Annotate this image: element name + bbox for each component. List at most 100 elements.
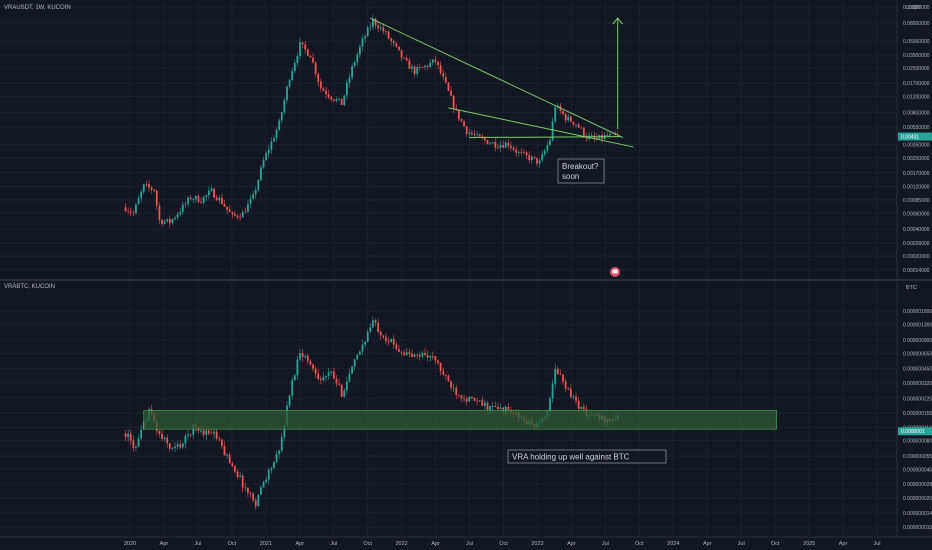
x-tick-label: Apr: [703, 541, 712, 547]
candle-body: [325, 375, 327, 378]
candle-body: [489, 406, 492, 410]
candle-body: [473, 398, 476, 401]
candle-body: [439, 362, 442, 371]
candle-body: [577, 124, 580, 128]
candle-body: [314, 62, 317, 75]
candle-body: [332, 99, 335, 101]
candle-body: [447, 375, 450, 382]
candle-body: [424, 65, 426, 68]
y-tick-label: 0.05000000: [903, 39, 930, 45]
candle-body: [499, 145, 502, 148]
y-tick-label: 0.00250000: [903, 156, 930, 162]
candle-body: [129, 433, 132, 441]
candle-body: [267, 149, 270, 154]
candle-body: [434, 356, 437, 361]
candle-body: [166, 437, 169, 444]
candle-body: [359, 351, 361, 355]
candle-body: [247, 204, 249, 213]
candle-body: [215, 431, 218, 439]
candle-body: [364, 341, 367, 345]
candle-body: [379, 27, 382, 29]
candle-body: [356, 354, 359, 360]
bottom-price-tag: [898, 427, 932, 436]
candle-body: [460, 119, 463, 122]
candle-body: [385, 31, 387, 33]
candle-body: [171, 447, 174, 449]
candle-body: [486, 140, 489, 145]
candle-body: [249, 492, 252, 494]
candle-body: [288, 80, 291, 87]
x-tick-label: Jul: [873, 541, 880, 547]
candle-body: [413, 354, 416, 357]
breakout-label-box: [557, 158, 605, 184]
candle-body: [249, 198, 252, 205]
candle-body: [254, 500, 257, 507]
candle-body: [226, 206, 228, 210]
candle-body: [273, 138, 275, 142]
y-tick-label: 0.0000000800: [903, 439, 932, 445]
candle-body: [327, 94, 330, 97]
candle-body: [437, 360, 439, 363]
candle-body: [457, 109, 460, 120]
candle-body: [135, 204, 137, 214]
candle-body: [567, 116, 570, 121]
candle-body: [364, 36, 367, 39]
candle-body: [335, 99, 338, 101]
candle-body: [132, 212, 135, 214]
alert-icon[interactable]: [610, 267, 620, 277]
candle-body: [426, 355, 429, 358]
candle-body: [239, 216, 242, 218]
candle-body: [265, 153, 268, 161]
candle-body: [369, 26, 372, 28]
candle-body: [411, 66, 413, 69]
candle-body: [194, 196, 197, 200]
candle-body: [247, 487, 249, 493]
candle-body: [572, 396, 575, 398]
candle-body: [608, 133, 611, 136]
candle-body: [528, 155, 531, 161]
candle-body: [606, 135, 609, 136]
trendline: [448, 107, 634, 148]
candle-body: [327, 372, 330, 376]
candle-body: [168, 443, 171, 449]
candle-body: [379, 331, 382, 336]
candle-body: [546, 145, 549, 151]
candle-body: [244, 211, 247, 213]
candle-body: [304, 44, 307, 50]
candle-body: [361, 344, 364, 352]
y-tick-label: 0.08000000: [903, 21, 930, 27]
candle-body: [390, 339, 393, 343]
candle-body: [348, 373, 351, 382]
x-tick-label: Jul: [194, 541, 201, 547]
top-price-tag: [898, 132, 932, 141]
candle-body: [408, 60, 411, 69]
candle-body: [283, 100, 286, 113]
candle-body: [398, 349, 400, 352]
candle-body: [437, 61, 439, 65]
candle-body: [252, 493, 255, 501]
candle-body: [450, 381, 452, 388]
candle-body: [161, 433, 163, 440]
candle-body: [340, 98, 343, 106]
candle-body: [465, 126, 468, 134]
candle-body: [286, 86, 288, 101]
y-tick-label: 0.0000003200: [903, 381, 932, 387]
candle-body: [499, 407, 502, 410]
candle-body: [241, 475, 244, 488]
candle-body: [562, 374, 564, 382]
candle-body: [291, 380, 294, 396]
candle-body: [398, 46, 400, 51]
candle-body: [312, 57, 314, 63]
candle-body: [283, 425, 286, 438]
candle-body: [582, 127, 585, 137]
candle-body: [317, 373, 320, 379]
candle-body: [187, 434, 189, 436]
candle-body: [463, 121, 465, 127]
candle-body: [278, 450, 281, 455]
candle-body: [218, 197, 221, 201]
candle-body: [575, 396, 577, 401]
candle-body: [359, 46, 361, 55]
candle-body: [205, 194, 208, 197]
candle-body: [413, 66, 416, 74]
candle-body: [569, 388, 572, 398]
